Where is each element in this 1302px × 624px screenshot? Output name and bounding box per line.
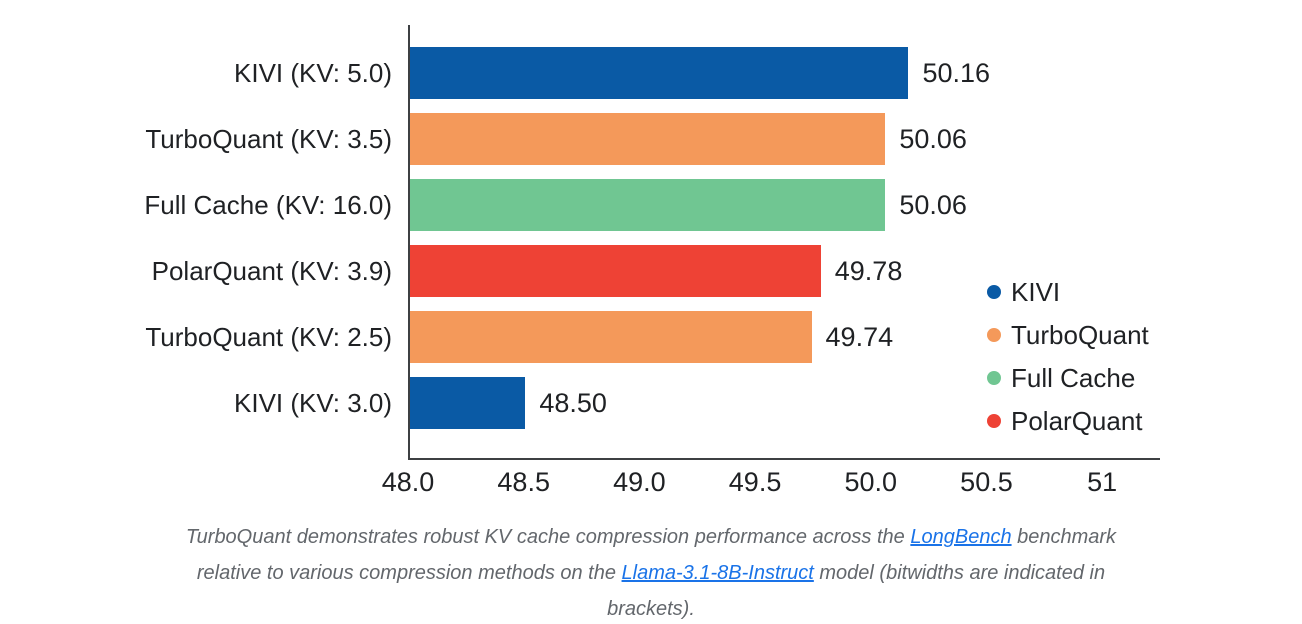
caption-line: relative to various compression methods … — [0, 555, 1302, 591]
bar-kivi — [410, 377, 526, 429]
caption-text: model (bitwidths are indicated in — [813, 562, 1106, 584]
category-label: KIVI (KV: 3.0) — [234, 388, 392, 418]
category-label: KIVI (KV: 5.0) — [234, 58, 392, 88]
category-label: PolarQuant (KV: 3.9) — [151, 256, 392, 286]
caption: TurboQuant demonstrates robust KV cache … — [0, 519, 1302, 624]
bar-value-label: 48.50 — [539, 388, 607, 418]
bar-value-label: 50.06 — [899, 124, 967, 154]
caption-line: TurboQuant demonstrates robust KV cache … — [0, 519, 1302, 555]
legend-label: Full Cache — [1011, 362, 1136, 393]
bar-turboquant — [410, 311, 812, 363]
caption-text: TurboQuant demonstrates robust KV cache … — [185, 526, 911, 548]
x-tick-label: 48.5 — [497, 467, 550, 497]
caption-text: benchmark — [1011, 526, 1117, 548]
bar-value-label: 49.78 — [834, 256, 903, 286]
caption-line: brackets). — [0, 591, 1302, 624]
caption-link[interactable]: Llama-3.1-8B-Instruct — [621, 562, 814, 584]
legend-item-kivi: KIVI — [987, 277, 1149, 307]
category-label: TurboQuant (KV: 3.5) — [145, 124, 392, 154]
legend-label: KIVI — [1011, 276, 1061, 307]
legend-dot-icon — [987, 285, 1001, 299]
x-tick-label: 49.0 — [613, 467, 666, 497]
caption-text: brackets). — [607, 598, 695, 620]
x-tick-label: 48.0 — [381, 467, 435, 497]
category-label: TurboQuant (KV: 2.5) — [145, 322, 392, 352]
caption-link[interactable]: LongBench — [910, 526, 1012, 548]
x-tick-label: 51 — [1087, 467, 1118, 497]
bar-kivi — [410, 47, 909, 99]
legend-dot-icon — [987, 328, 1001, 342]
legend-item-full-cache: Full Cache — [987, 363, 1149, 393]
category-labels: KIVI (KV: 5.0) TurboQuant (KV: 3.5) Full C… — [0, 25, 392, 460]
bar-polarquant — [410, 245, 821, 297]
bar-value-label: 50.16 — [922, 58, 991, 88]
bar-full-cache — [410, 179, 886, 231]
legend-item-polarquant: PolarQuant — [987, 406, 1149, 436]
plot-area: KIVI TurboQuant Full Cache PolarQuant 50.16… — [408, 25, 1160, 460]
bar-value-label: 49.74 — [825, 322, 894, 352]
bar-turboquant — [410, 113, 886, 165]
legend-dot-icon — [987, 414, 1001, 428]
bar-value-label: 50.06 — [899, 190, 967, 220]
legend-label: TurboQuant — [1011, 319, 1149, 350]
x-tick-label: 49.5 — [728, 467, 782, 497]
x-tick-label: 50.0 — [844, 467, 898, 497]
x-tick-label: 50.5 — [960, 467, 1013, 497]
legend-dot-icon — [987, 371, 1001, 385]
caption-text: relative to various compression methods … — [196, 562, 622, 584]
category-label: Full Cache (KV: 16.0) — [144, 190, 392, 220]
legend-label: PolarQuant — [1011, 405, 1143, 436]
x-axis-ticks: 48.0 48.5 49.0 49.5 50.0 50.5 51 — [382, 462, 1160, 504]
legend-item-turboquant: TurboQuant — [987, 320, 1149, 350]
legend: KIVI TurboQuant Full Cache PolarQuant — [987, 277, 1149, 436]
